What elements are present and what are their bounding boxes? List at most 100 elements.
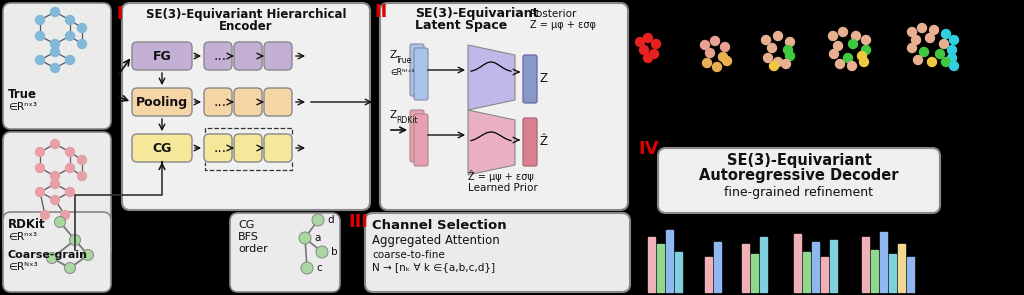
Circle shape (65, 263, 76, 273)
Text: ...: ... (213, 95, 226, 109)
Text: ∈Rⁿˣ³: ∈Rⁿˣ³ (8, 232, 37, 242)
Circle shape (936, 50, 944, 58)
Circle shape (36, 16, 44, 24)
Text: SE(3)-Equivariant: SE(3)-Equivariant (727, 153, 871, 168)
Circle shape (312, 214, 324, 226)
Bar (830, 240, 837, 292)
FancyBboxPatch shape (264, 134, 292, 162)
Circle shape (773, 58, 782, 66)
Circle shape (849, 40, 857, 48)
Text: II: II (374, 3, 387, 21)
Circle shape (861, 35, 870, 45)
Bar (862, 237, 869, 292)
FancyBboxPatch shape (414, 114, 428, 166)
Circle shape (50, 179, 59, 189)
Circle shape (50, 40, 59, 48)
Circle shape (36, 32, 44, 40)
Circle shape (719, 53, 727, 61)
Text: Aggregated Attention: Aggregated Attention (372, 234, 500, 247)
Bar (907, 257, 914, 292)
Bar (657, 244, 664, 292)
Circle shape (643, 34, 652, 42)
Circle shape (920, 47, 929, 57)
Text: ...: ... (213, 49, 226, 63)
Circle shape (301, 262, 313, 274)
Circle shape (700, 40, 710, 50)
Bar (889, 254, 896, 292)
FancyBboxPatch shape (204, 88, 232, 116)
Text: d: d (327, 215, 334, 225)
Text: Z: Z (540, 72, 548, 85)
Text: Z: Z (390, 110, 397, 120)
Text: I: I (116, 5, 123, 23)
Circle shape (928, 58, 937, 66)
Text: RDKit: RDKit (8, 218, 46, 231)
Text: CG: CG (238, 220, 254, 230)
FancyBboxPatch shape (122, 3, 370, 210)
FancyBboxPatch shape (234, 134, 262, 162)
Text: CG: CG (153, 142, 172, 155)
Text: ∈Rᴺˣ³: ∈Rᴺˣ³ (8, 262, 38, 272)
Text: Ẑ = μψ + εσψ: Ẑ = μψ + εσψ (468, 170, 534, 182)
Bar (794, 234, 801, 292)
Text: Pooling: Pooling (136, 96, 188, 109)
Circle shape (78, 40, 86, 48)
Text: a: a (314, 233, 321, 243)
Text: True: True (8, 88, 37, 101)
Circle shape (859, 58, 868, 66)
Circle shape (78, 171, 86, 181)
Circle shape (66, 148, 75, 157)
Circle shape (926, 34, 935, 42)
Circle shape (785, 37, 795, 47)
Polygon shape (468, 45, 515, 110)
Circle shape (66, 55, 75, 65)
Circle shape (70, 235, 81, 245)
Text: order: order (238, 244, 267, 254)
Circle shape (36, 163, 44, 173)
FancyBboxPatch shape (523, 118, 537, 166)
Bar (751, 254, 758, 292)
Bar (742, 244, 749, 292)
Text: IV: IV (638, 140, 658, 158)
Text: ∈Rⁿˣ³: ∈Rⁿˣ³ (8, 102, 37, 112)
FancyBboxPatch shape (3, 3, 111, 129)
FancyBboxPatch shape (410, 44, 424, 96)
Circle shape (769, 61, 778, 71)
Circle shape (828, 32, 838, 40)
Text: Z = μφ + εσφ: Z = μφ + εσφ (530, 20, 596, 30)
Bar (898, 244, 905, 292)
Circle shape (857, 52, 866, 60)
Text: True: True (396, 56, 413, 65)
Circle shape (78, 24, 86, 32)
Circle shape (66, 163, 75, 173)
Circle shape (783, 45, 793, 55)
FancyBboxPatch shape (380, 3, 628, 210)
FancyBboxPatch shape (132, 134, 193, 162)
Circle shape (713, 63, 722, 71)
Circle shape (50, 47, 59, 57)
Circle shape (50, 140, 59, 148)
Circle shape (941, 30, 950, 39)
Bar (812, 242, 819, 292)
Circle shape (721, 42, 729, 52)
Circle shape (844, 53, 853, 63)
Circle shape (907, 27, 916, 37)
Circle shape (947, 45, 956, 55)
Circle shape (66, 188, 75, 196)
Circle shape (66, 16, 75, 24)
Circle shape (643, 53, 652, 63)
Text: RDKit: RDKit (396, 116, 418, 125)
FancyBboxPatch shape (204, 42, 232, 70)
Bar (648, 237, 655, 292)
Bar (714, 242, 721, 292)
Circle shape (918, 24, 927, 32)
Circle shape (36, 148, 44, 157)
Text: Channel Selection: Channel Selection (372, 219, 507, 232)
Circle shape (316, 246, 328, 258)
Text: ∈Rᴺᶠˣ³: ∈Rᴺᶠˣ³ (390, 68, 415, 77)
FancyBboxPatch shape (3, 132, 111, 258)
Text: Encoder: Encoder (219, 20, 272, 33)
Circle shape (829, 50, 839, 58)
Bar (803, 252, 810, 292)
Circle shape (54, 217, 66, 227)
